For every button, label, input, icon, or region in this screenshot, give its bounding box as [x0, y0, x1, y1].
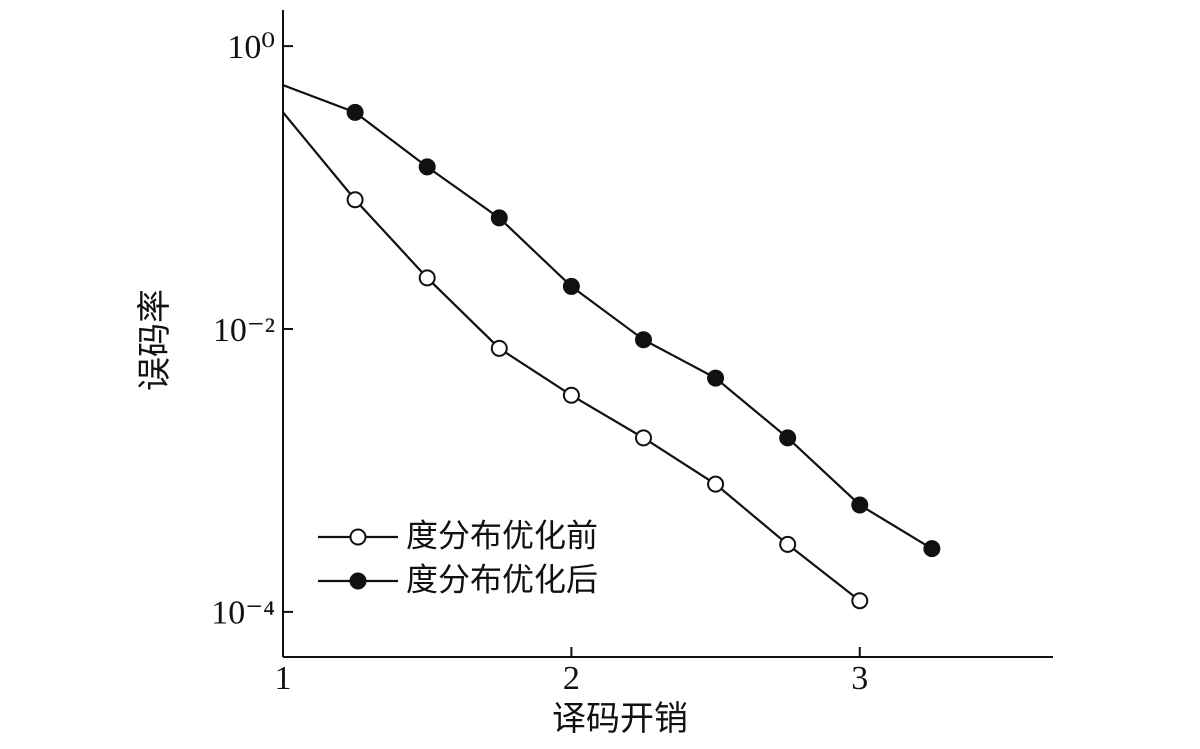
y-axis-title: 误码率 [136, 289, 174, 391]
y-tick-label: 10⁻² [213, 312, 275, 349]
x-tick-label: 2 [563, 660, 580, 697]
marker [851, 496, 869, 514]
marker [346, 103, 364, 121]
y-tick-label: 10⁻⁴ [211, 595, 275, 632]
legend-label: 度分布优化前 [406, 517, 598, 553]
y-tick-label: 10⁰ [227, 29, 275, 66]
marker [779, 535, 797, 553]
marker [634, 331, 652, 349]
marker [418, 269, 436, 287]
marker [346, 191, 364, 209]
marker [923, 540, 941, 558]
marker [707, 475, 725, 493]
x-axis-title: 译码开销 [552, 700, 688, 738]
marker [562, 277, 580, 295]
marker [779, 429, 797, 447]
x-tick-label: 3 [851, 660, 868, 697]
marker [490, 339, 508, 357]
x-tick-label: 1 [275, 660, 292, 697]
marker [634, 429, 652, 447]
legend-marker [349, 572, 367, 590]
marker [707, 369, 725, 387]
marker [490, 209, 508, 227]
legend-label: 度分布优化后 [406, 561, 598, 597]
marker [418, 158, 436, 176]
series-line [282, 84, 933, 550]
marker [851, 592, 869, 610]
legend-marker [349, 528, 367, 546]
marker [562, 386, 580, 404]
